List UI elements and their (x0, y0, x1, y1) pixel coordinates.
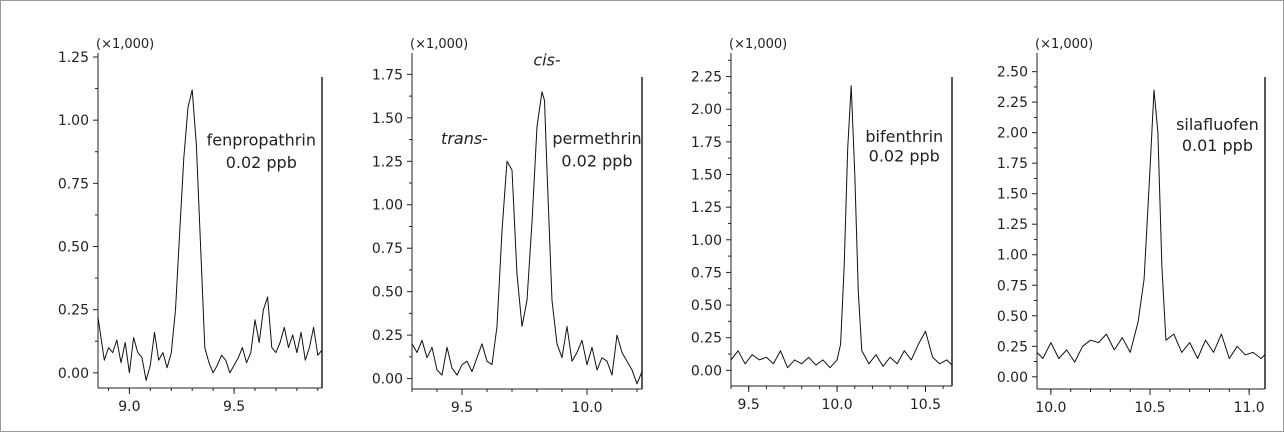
y-tick-label: 2.50 (997, 65, 1028, 81)
x-tick-label: 9.5 (223, 399, 245, 415)
y-tick-label: 0.75 (58, 176, 89, 192)
y-tick-label: 1.75 (691, 135, 722, 151)
x-tick-label: 10.0 (1035, 400, 1066, 416)
peak-annotation: permethrin (552, 129, 641, 148)
y-tick-label: 1.25 (58, 50, 89, 66)
chromatogram-trace (1036, 89, 1266, 363)
y-tick-label: 0.25 (58, 303, 89, 319)
multiplier-label: (×1,000) (410, 37, 468, 52)
chart-panel-3: (×1,000) 0.00 0.25 0.50 0.75 1.00 1.25 1.50 1.75… (691, 37, 953, 413)
y-tick-label: 2.00 (691, 102, 722, 118)
y-tick-label: 2.25 (997, 95, 1028, 111)
y-tick-label: 1.00 (58, 113, 89, 129)
x-tick-label: 10.0 (821, 397, 852, 413)
chart-panel-1: (×1,000) 0.00 0.25 0.50 0.75 1.00 1.25 9.0 9.5 fe… (58, 37, 323, 415)
y-tick-label: 0.25 (691, 331, 722, 347)
y-tick-label: 1.00 (691, 233, 722, 249)
y-tick-label: 0.75 (372, 241, 403, 257)
y-tick-label: 0.75 (691, 265, 722, 281)
peak-annotation: cis- (533, 51, 561, 70)
x-tick-label: 9.5 (451, 400, 473, 416)
y-tick-label: 0.50 (372, 285, 403, 301)
y-tick-label: 1.25 (372, 154, 403, 170)
peak-annotation: 0.02 ppb (869, 146, 940, 165)
y-tick-label: 0.50 (58, 240, 89, 256)
x-tick-label: 11.0 (1234, 400, 1265, 416)
y-tick-label: 1.50 (691, 168, 722, 184)
peak-annotation: 0.01 ppb (1182, 136, 1253, 155)
multiplier-label: (×1,000) (729, 37, 787, 52)
y-tick-label: 1.25 (691, 200, 722, 216)
y-tick-label: 1.50 (372, 111, 403, 127)
x-tick-label: 9.5 (738, 397, 760, 413)
chart-panel-4: (×1,000) 0.00 0.25 0.50 0.75 1.00 1.25 1.50 1.75… (997, 37, 1266, 416)
y-tick-label: 0.75 (997, 278, 1028, 294)
multiplier-label: (×1,000) (1035, 37, 1093, 52)
y-tick-label: 1.75 (997, 156, 1028, 172)
y-tick-label: 0.25 (997, 339, 1028, 355)
peak-annotation: trans- (441, 129, 488, 148)
x-tick-label: 9.0 (118, 399, 140, 415)
peak-annotation: fenpropathrin (207, 130, 316, 149)
y-tick-label: 1.00 (997, 248, 1028, 264)
x-tick-label: 10.5 (910, 397, 941, 413)
chart-panel-2: (×1,000) 0.00 0.25 0.50 0.75 1.00 1.25 1.50 1.75… (372, 37, 643, 416)
chromatogram-trace (411, 91, 643, 385)
y-tick-label: 0.25 (372, 328, 403, 344)
peak-annotation: 0.02 ppb (561, 152, 632, 171)
y-tick-label: 1.00 (372, 198, 403, 214)
y-tick-label: 0.00 (691, 363, 722, 379)
x-tick-label: 10.5 (1134, 400, 1165, 416)
y-tick-label: 0.00 (997, 370, 1028, 386)
y-tick-label: 2.00 (997, 126, 1028, 142)
y-tick-label: 1.25 (997, 217, 1028, 233)
peak-annotation: 0.02 ppb (226, 153, 297, 172)
peak-annotation: silafluofen (1176, 115, 1259, 134)
x-tick-label: 10.0 (571, 400, 602, 416)
chromatogram-trace (730, 85, 953, 369)
peak-annotation: bifenthrin (865, 127, 943, 146)
y-tick-label: 2.25 (691, 70, 722, 86)
y-tick-label: 1.50 (997, 187, 1028, 203)
y-tick-label: 1.75 (372, 67, 403, 83)
y-tick-label: 0.00 (372, 372, 403, 388)
chromatogram-trace (97, 89, 323, 381)
y-tick-label: 0.00 (58, 366, 89, 382)
y-tick-label: 0.50 (997, 309, 1028, 325)
y-tick-label: 0.50 (691, 298, 722, 314)
multiplier-label: (×1,000) (96, 37, 154, 52)
